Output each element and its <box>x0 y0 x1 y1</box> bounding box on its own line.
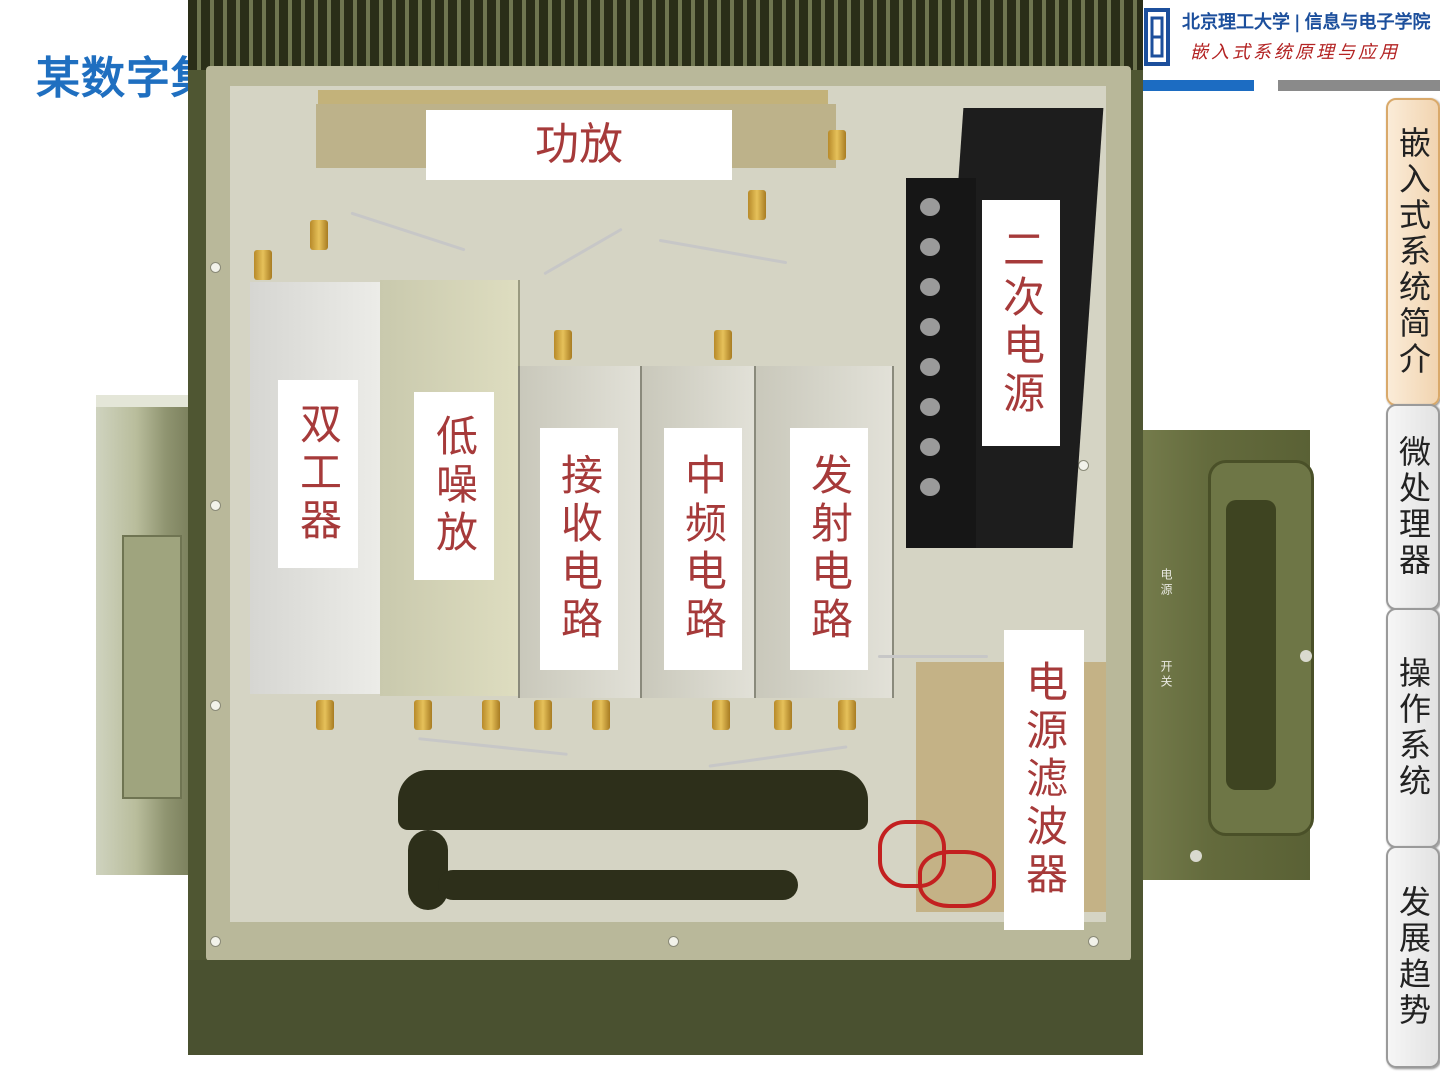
header-separator: | <box>1294 12 1301 33</box>
label-power-filter: 电源滤波器 <box>1004 630 1084 930</box>
label-secondary-power: 二次电源 <box>982 200 1060 446</box>
label-if-circuit: 中频电路 <box>664 428 742 670</box>
nav-microprocessor[interactable]: 微处理器 <box>1386 404 1440 610</box>
equipment-interior-photo <box>188 0 1143 1055</box>
nav-microprocessor-label: 微处理器 <box>1394 435 1432 579</box>
course-name: 嵌入式系统原理与应用 <box>1190 42 1400 63</box>
slide-title: 某数字集 <box>36 53 216 104</box>
label-transmitter-circuit: 发射电路 <box>790 428 868 670</box>
label-low-noise-amplifier: 低噪放 <box>414 392 494 580</box>
nav-development-trend-label: 发展趋势 <box>1394 885 1432 1029</box>
device-switch-label: 开关 <box>1159 660 1173 690</box>
device-side-left-image <box>96 395 196 875</box>
school-name: 信息与电子学院 <box>1304 12 1431 33</box>
university-logo-icon <box>1144 8 1170 66</box>
nav-operating-system-label: 操作系统 <box>1394 656 1432 800</box>
label-power-amplifier: 功放 <box>426 110 732 180</box>
nav-operating-system[interactable]: 操作系统 <box>1386 608 1440 848</box>
device-side-right-image: 电源 开关 <box>1140 430 1314 880</box>
nav-embedded-intro[interactable]: 嵌入式系统简介 <box>1386 98 1440 406</box>
header-blue-rule <box>1140 80 1254 91</box>
university-name: 北京理工大学 | 信息与电子学院 <box>1182 8 1431 34</box>
header-gray-rule <box>1278 80 1440 91</box>
device-power-label: 电源 <box>1159 568 1173 598</box>
label-receiver-circuit: 接收电路 <box>540 428 618 670</box>
nav-embedded-intro-label: 嵌入式系统简介 <box>1394 126 1432 378</box>
label-diplexer: 双工器 <box>278 380 358 568</box>
nav-development-trend[interactable]: 发展趋势 <box>1386 846 1440 1068</box>
university-title: 北京理工大学 <box>1182 12 1290 33</box>
